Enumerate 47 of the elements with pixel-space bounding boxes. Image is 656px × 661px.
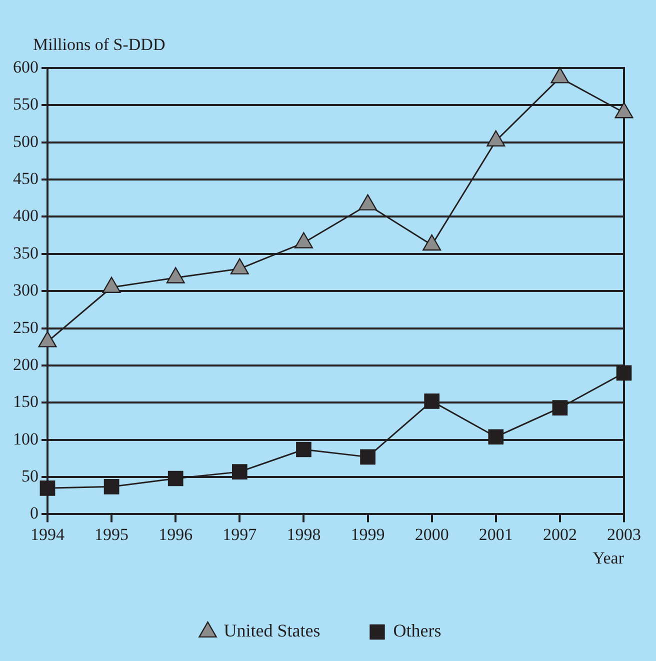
y-tick-label: 600: [13, 57, 38, 76]
y-tick-label: 100: [13, 429, 38, 448]
point: [168, 470, 184, 486]
x-tick-label: 1996: [158, 524, 193, 544]
y-tick-label: 200: [13, 354, 38, 374]
point: [102, 276, 121, 293]
y-tick-label: 50: [22, 466, 38, 486]
y-tick-label: 450: [13, 169, 38, 188]
point: [230, 258, 249, 274]
point: [296, 442, 312, 458]
point: [232, 464, 248, 480]
x-tick-label: 2000: [414, 524, 449, 544]
point: [550, 67, 570, 84]
point: [294, 232, 313, 248]
x-tick-label: 2001: [478, 524, 513, 544]
y-axis-title: Millions of S-DDD: [33, 35, 166, 54]
y-tick-label: 150: [13, 392, 38, 412]
x-tick-label: 2002: [542, 524, 577, 544]
x-tick-label: 2003: [607, 524, 641, 544]
point: [616, 365, 632, 381]
y-tick-label: 0: [30, 504, 38, 523]
legend-label: Others: [393, 620, 442, 641]
legend-label: United States: [224, 620, 320, 641]
y-tick-label: 550: [13, 94, 38, 114]
point: [488, 429, 504, 445]
point: [40, 480, 56, 496]
x-tick-label: 1995: [94, 524, 129, 544]
point: [614, 102, 634, 118]
point: [424, 393, 440, 409]
x-tick-label: 1994: [30, 524, 65, 544]
x-tick-label: 1998: [286, 524, 321, 544]
point: [166, 267, 185, 284]
y-tick-label: 400: [13, 206, 38, 226]
point: [38, 331, 57, 348]
x-tick-label: 1997: [222, 524, 258, 544]
point: [360, 449, 376, 465]
y-tick-label: 350: [13, 243, 38, 262]
point: [552, 400, 568, 416]
point: [358, 194, 378, 210]
y-tick-label: 500: [13, 132, 38, 151]
point: [422, 234, 442, 251]
y-tick-label: 250: [13, 318, 38, 337]
x-tick-label: 1999: [350, 524, 385, 544]
y-tick-label: 300: [13, 280, 38, 300]
point: [104, 479, 120, 494]
x-axis-title: Year: [592, 548, 624, 568]
point: [486, 130, 506, 146]
